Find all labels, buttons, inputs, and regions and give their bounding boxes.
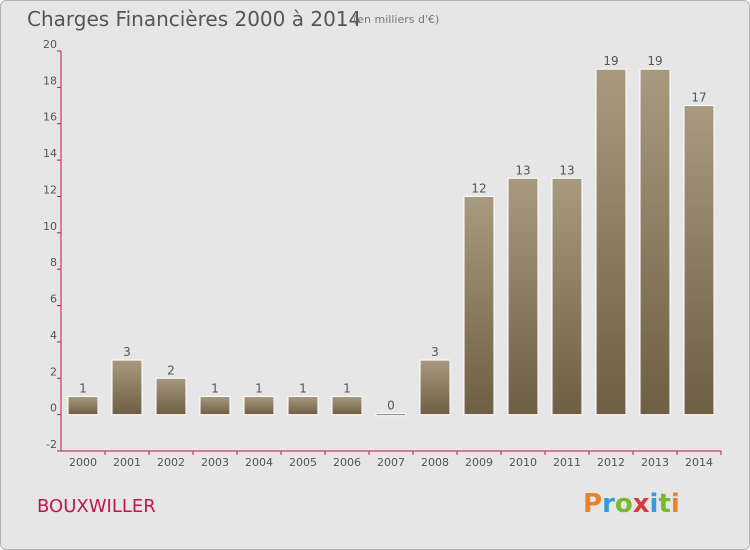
y-tick-label: 6: [50, 293, 57, 306]
y-tick-label: 12: [43, 183, 57, 196]
logo-letter: o: [614, 489, 633, 519]
data-label: 0: [387, 399, 395, 413]
bar: [199, 395, 231, 416]
bar: [331, 395, 363, 416]
x-tick-label: 2000: [69, 456, 97, 469]
bar: [595, 68, 627, 416]
data-label: 17: [691, 91, 706, 105]
logo-letter: i: [670, 489, 680, 519]
bar: [419, 359, 451, 416]
bar: [155, 377, 187, 416]
bar: [683, 105, 715, 416]
data-label: 1: [255, 381, 263, 395]
data-label: 3: [431, 345, 439, 359]
bar: [287, 395, 319, 416]
logo-letter: x: [632, 489, 650, 519]
data-label: 19: [647, 54, 662, 68]
data-label: 2: [167, 363, 175, 377]
x-tick-label: 2007: [377, 456, 405, 469]
x-tick-label: 2006: [333, 456, 361, 469]
x-tick-label: 2010: [509, 456, 537, 469]
bar: [111, 359, 143, 416]
chart-title: Charges Financières 2000 à 2014: [27, 7, 362, 31]
bar: [243, 395, 275, 416]
data-label: 1: [211, 381, 219, 395]
x-tick-label: 2004: [245, 456, 273, 469]
bar: [67, 395, 99, 416]
y-tick-label: 16: [43, 111, 57, 124]
y-tick-label: 14: [43, 147, 57, 160]
bar: [639, 68, 671, 416]
bar: [375, 413, 407, 417]
data-label: 19: [603, 54, 618, 68]
bar: [463, 195, 495, 416]
y-tick-label: 18: [43, 74, 57, 87]
y-axis: -2 0 2 4 6 8 10 12 14 16 18 20: [43, 38, 62, 452]
logo-letter: i: [649, 489, 659, 519]
logo-letter: r: [602, 489, 615, 519]
logo-letter: P: [583, 489, 603, 519]
y-tick-label: -2: [46, 438, 57, 451]
data-label: 13: [515, 163, 530, 177]
proxiti-logo: Proxiti: [583, 489, 680, 519]
commune-name: BOUXWILLER: [37, 496, 156, 517]
y-tick-label: 10: [43, 220, 57, 233]
bar: [551, 177, 583, 416]
x-tick-label: 2003: [201, 456, 229, 469]
y-tick-label: 4: [50, 329, 57, 342]
data-label: 1: [79, 381, 87, 395]
data-label: 1: [343, 381, 351, 395]
chart-subtitle: (en milliers d'€): [353, 13, 440, 26]
y-tick-label: 20: [43, 38, 57, 51]
bar: [507, 177, 539, 416]
y-tick-label: 2: [50, 365, 57, 378]
x-tick-label: 2012: [597, 456, 625, 469]
x-tick-label: 2005: [289, 456, 317, 469]
x-tick-label: 2013: [641, 456, 669, 469]
data-label: 3: [123, 345, 131, 359]
y-tick-label: 0: [50, 402, 57, 415]
x-tick-label: 2014: [685, 456, 713, 469]
x-tick-label: 2008: [421, 456, 449, 469]
data-label: 1: [299, 381, 307, 395]
y-tick-label: 8: [50, 256, 57, 269]
x-tick-label: 2001: [113, 456, 141, 469]
x-axis: 2000 2001 2002 2003 2004 2005 2006 2007 2008 2009…: [61, 450, 722, 469]
x-tick-label: 2009: [465, 456, 493, 469]
x-tick-label: 2011: [553, 456, 581, 469]
data-label: 13: [559, 163, 574, 177]
logo-letter: t: [658, 489, 671, 519]
data-label: 12: [471, 181, 486, 195]
x-tick-label: 2002: [157, 456, 185, 469]
